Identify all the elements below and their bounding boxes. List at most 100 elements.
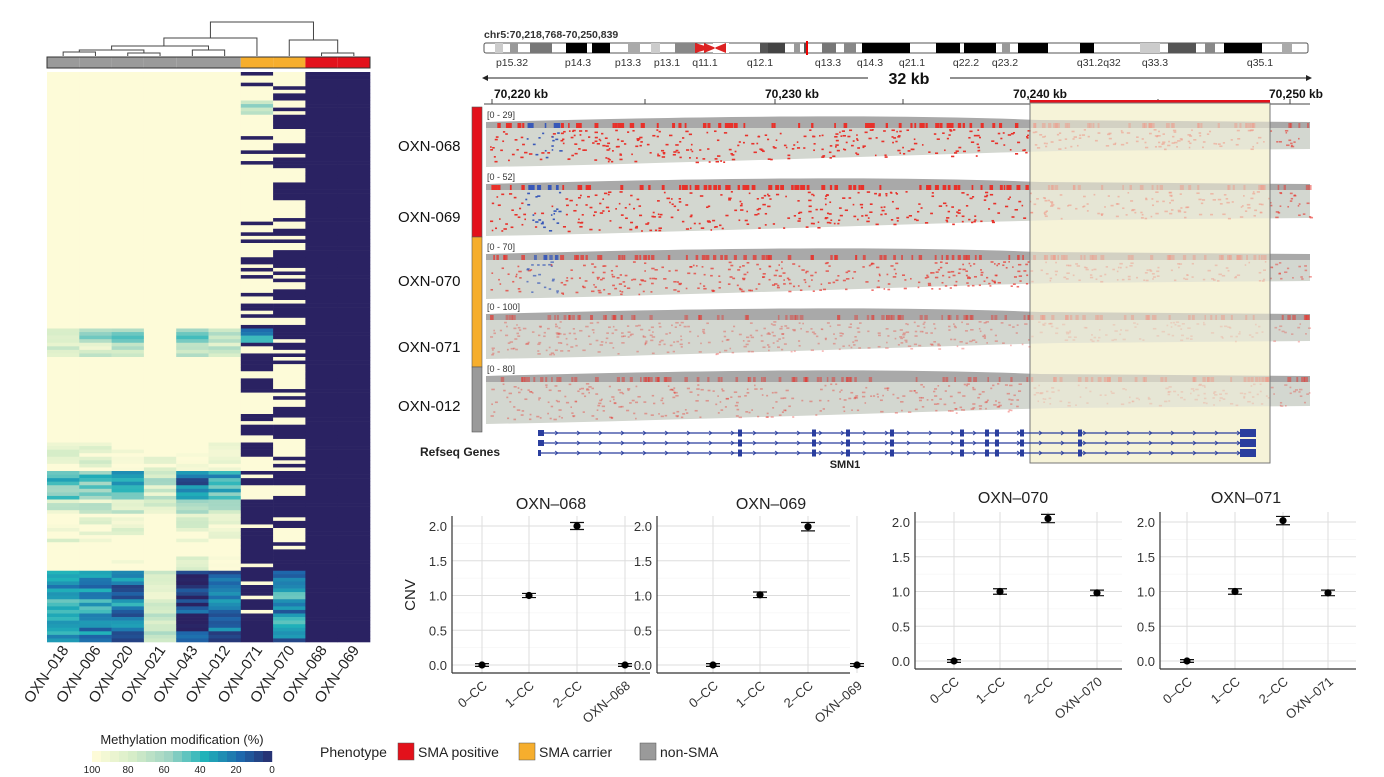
heatmap-cell bbox=[337, 342, 371, 358]
methylation-call bbox=[914, 218, 917, 221]
heatmap-cell-stripe bbox=[240, 374, 274, 379]
methylation-call bbox=[625, 217, 628, 220]
heatmap-cell-stripe bbox=[337, 193, 371, 197]
methylation-call bbox=[639, 283, 642, 286]
coverage-methylation-mark bbox=[1010, 377, 1013, 382]
heatmap-cell-stripe bbox=[305, 545, 338, 550]
methylation-call bbox=[555, 399, 558, 402]
methylation-call bbox=[1022, 149, 1025, 152]
methylation-call bbox=[502, 383, 505, 386]
coverage-methylation-mark bbox=[560, 255, 565, 260]
coverage-methylation-mark bbox=[1283, 185, 1286, 190]
methylation-call bbox=[895, 272, 897, 275]
heatmap-cell-stripe bbox=[305, 314, 338, 319]
methylation-call bbox=[579, 194, 582, 197]
heatmap-cell-stripe bbox=[240, 485, 274, 490]
heatmap-cell bbox=[240, 86, 274, 101]
coverage-methylation-mark bbox=[745, 185, 750, 190]
strand-arrow bbox=[972, 450, 977, 456]
coverage-methylation-mark bbox=[1022, 255, 1024, 260]
methylation-call bbox=[591, 329, 595, 331]
methylation-call bbox=[715, 353, 718, 356]
methylation-call bbox=[767, 193, 769, 196]
methylation-call bbox=[651, 282, 654, 285]
heatmap-cell-stripe bbox=[208, 602, 242, 607]
methylation-call bbox=[986, 194, 989, 197]
heatmap-cell bbox=[47, 271, 80, 287]
methylation-call bbox=[969, 130, 973, 133]
heatmap-cell bbox=[273, 371, 306, 386]
heatmap-cell-stripe bbox=[79, 535, 112, 539]
methylation-call bbox=[697, 384, 700, 386]
heatmap-cell-stripe bbox=[143, 118, 177, 123]
heatmap-cell-stripe bbox=[208, 153, 242, 158]
methylation-call bbox=[550, 214, 553, 216]
methylation-call bbox=[905, 341, 908, 343]
heatmap-cell-stripe bbox=[208, 310, 242, 315]
heatmap-cell-stripe bbox=[240, 424, 274, 429]
heatmap-cell-stripe bbox=[47, 250, 80, 254]
methylation-call bbox=[620, 140, 624, 142]
methylation-call bbox=[626, 287, 631, 290]
heatmap-cell bbox=[208, 243, 242, 258]
methylation-call bbox=[507, 342, 511, 344]
heatmap-cell bbox=[305, 328, 338, 344]
methylation-call bbox=[552, 218, 555, 221]
heatmap-cell bbox=[273, 86, 306, 101]
methylation-call bbox=[982, 335, 984, 338]
span-indicator: 32 kb bbox=[482, 71, 1312, 88]
heatmap-cell-stripe bbox=[337, 510, 371, 515]
heatmap-cell-stripe bbox=[176, 428, 209, 433]
methylation-call bbox=[572, 130, 574, 133]
heatmap-cell-stripe bbox=[143, 207, 177, 212]
heatmap-cell-stripe bbox=[79, 438, 112, 443]
heatmap-cell-stripe bbox=[79, 346, 112, 351]
methylation-call bbox=[723, 132, 728, 134]
heatmap-cell bbox=[208, 542, 242, 557]
methylation-call bbox=[935, 152, 939, 155]
heatmap-cell-stripe bbox=[305, 200, 338, 205]
methylation-call bbox=[565, 198, 569, 200]
heatmap-cell bbox=[240, 129, 274, 144]
coverage-methylation-mark bbox=[645, 255, 648, 260]
methylation-call bbox=[896, 193, 899, 195]
ruler-label: 70,250 kb bbox=[1269, 87, 1323, 101]
heatmap-cell-stripe bbox=[176, 114, 209, 119]
methylation-call bbox=[897, 149, 901, 152]
heatmap-cell-stripe bbox=[79, 599, 112, 604]
heatmap-cell-stripe bbox=[305, 531, 338, 536]
heatmap-cell-stripe bbox=[208, 89, 242, 94]
coverage-methylation-mark bbox=[962, 123, 965, 128]
heatmap-cell-stripe bbox=[337, 353, 371, 358]
methylation-call bbox=[490, 288, 494, 291]
heatmap-cell-stripe bbox=[240, 585, 274, 589]
ideogram-band bbox=[844, 43, 856, 53]
coverage-methylation-mark bbox=[898, 123, 902, 128]
heatmap-cell bbox=[208, 627, 242, 643]
coverage-methylation-mark bbox=[620, 123, 625, 128]
methylation-call bbox=[937, 344, 941, 347]
heatmap-cell bbox=[111, 342, 145, 358]
heatmap-cell-stripe bbox=[273, 613, 306, 618]
methylation-call bbox=[588, 386, 592, 388]
methylation-call bbox=[778, 414, 782, 417]
heatmap-cell-stripe bbox=[111, 609, 145, 614]
methylation-call bbox=[856, 153, 860, 156]
heatmap-cell-stripe bbox=[143, 410, 177, 415]
methylation-call bbox=[935, 271, 939, 273]
methylation-call bbox=[734, 150, 737, 153]
methylation-call bbox=[593, 266, 597, 268]
methylation-call bbox=[971, 221, 974, 224]
coverage-methylation-mark bbox=[547, 185, 552, 190]
heatmap-cell-stripe bbox=[240, 332, 274, 336]
heatmap-cell-stripe bbox=[47, 210, 80, 215]
heatmap-cell-stripe bbox=[240, 463, 274, 468]
coverage-methylation-mark bbox=[1308, 185, 1312, 190]
methylation-call bbox=[688, 133, 693, 136]
methylation-call bbox=[988, 208, 991, 210]
dendrogram-branch bbox=[127, 52, 161, 56]
heatmap-cell-stripe bbox=[208, 531, 242, 536]
methylation-call bbox=[805, 330, 809, 333]
heatmap-cell-stripe bbox=[240, 132, 274, 137]
heatmap-cell-stripe bbox=[337, 75, 371, 80]
